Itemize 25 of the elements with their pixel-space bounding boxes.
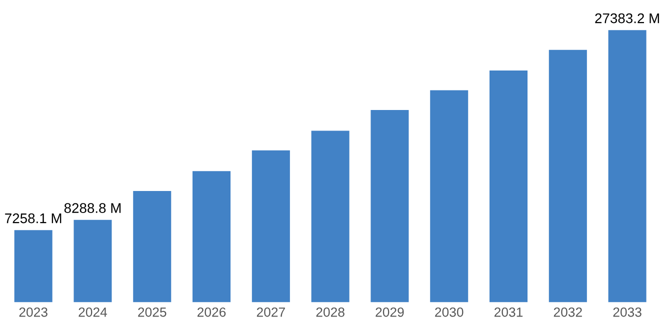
bar [608, 30, 646, 302]
x-tick-label: 2025 [138, 307, 166, 317]
bar [548, 50, 587, 302]
x-tick-label: 2033 [613, 307, 642, 317]
x-tick-label: 2032 [554, 307, 582, 317]
x-tick-label: 2027 [256, 307, 285, 317]
x-tick-label: 2028 [316, 307, 344, 317]
bar [370, 110, 409, 302]
x-tick-label: 2031 [494, 307, 523, 317]
bar [252, 150, 290, 302]
bar [430, 90, 468, 302]
bar [311, 130, 350, 302]
bar [74, 220, 112, 302]
bar [14, 230, 52, 302]
x-tick-label: 2024 [78, 307, 108, 317]
bar [192, 171, 231, 302]
data-label: 27383.2 M [595, 13, 659, 24]
bar [133, 190, 172, 302]
x-tick-label: 2030 [435, 307, 464, 317]
data-label: 8288.8 M [64, 203, 121, 213]
bar [490, 70, 528, 302]
x-tick-label: 2026 [198, 307, 226, 317]
x-tick-label: 2029 [376, 307, 404, 317]
x-tick-label: 2023 [19, 307, 48, 317]
data-label: 7258.1 M [5, 213, 62, 224]
